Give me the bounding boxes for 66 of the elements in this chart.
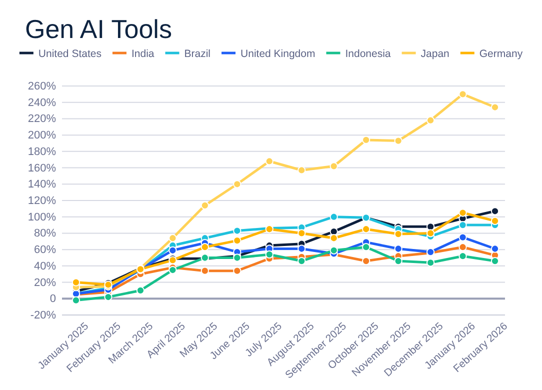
y-tick-label: 240% [28, 96, 56, 109]
legend-label: United Kingdom [240, 48, 316, 60]
y-tick-label: 260% [28, 80, 56, 93]
legend-label: Indonesia [345, 48, 391, 60]
point [298, 256, 306, 266]
point [490, 103, 500, 112]
point [490, 216, 500, 226]
point [168, 266, 177, 274]
point [394, 244, 402, 253]
point [394, 230, 402, 238]
point [200, 243, 209, 252]
y-tick-label: 180% [28, 146, 56, 158]
point [330, 212, 338, 221]
y-tick-label: -20% [30, 310, 56, 322]
chart-title: Gen AI Tools [25, 14, 172, 44]
legend-label: Japan [420, 48, 450, 60]
point [394, 256, 402, 266]
point [233, 266, 242, 275]
point [426, 258, 435, 267]
y-tick-label: 100% [28, 211, 56, 224]
point [168, 234, 177, 242]
point [298, 229, 306, 238]
point [458, 233, 467, 242]
point [265, 250, 274, 259]
point [458, 252, 467, 260]
point [233, 180, 242, 188]
y-tick-label: 140% [28, 178, 56, 191]
point [362, 136, 370, 144]
y-tick-label: 20% [34, 276, 56, 289]
y-tick-label: 200% [28, 130, 56, 142]
legend-label: United States [38, 48, 102, 60]
point [330, 162, 338, 170]
y-tick-label: 220% [28, 113, 56, 126]
point [298, 166, 306, 174]
point [362, 243, 370, 252]
y-tick-label: 40% [34, 260, 56, 272]
legend-label: India [131, 48, 154, 60]
point [330, 234, 338, 242]
point [458, 90, 467, 98]
point [233, 236, 242, 245]
point [362, 225, 370, 234]
point [72, 278, 80, 286]
point [200, 266, 209, 275]
point [72, 296, 80, 304]
point [490, 207, 500, 216]
point [330, 246, 338, 254]
y-tick-label: 60% [34, 244, 56, 256]
point [458, 208, 467, 217]
point [233, 226, 242, 235]
legend-label: Germany [479, 48, 524, 60]
point [490, 256, 500, 266]
point [265, 157, 274, 166]
y-tick-label: 160% [28, 162, 56, 174]
y-tick-label: 0 [50, 293, 56, 306]
point [458, 243, 467, 252]
point [458, 220, 467, 230]
point [298, 244, 306, 253]
y-tick-label: 80% [34, 228, 56, 240]
point [426, 116, 435, 124]
point [200, 201, 209, 210]
point [490, 244, 500, 253]
point [168, 246, 177, 254]
legend-label: Brazil [184, 48, 211, 60]
y-tick-label: 120% [28, 195, 56, 208]
point [394, 136, 402, 145]
point [426, 229, 435, 238]
